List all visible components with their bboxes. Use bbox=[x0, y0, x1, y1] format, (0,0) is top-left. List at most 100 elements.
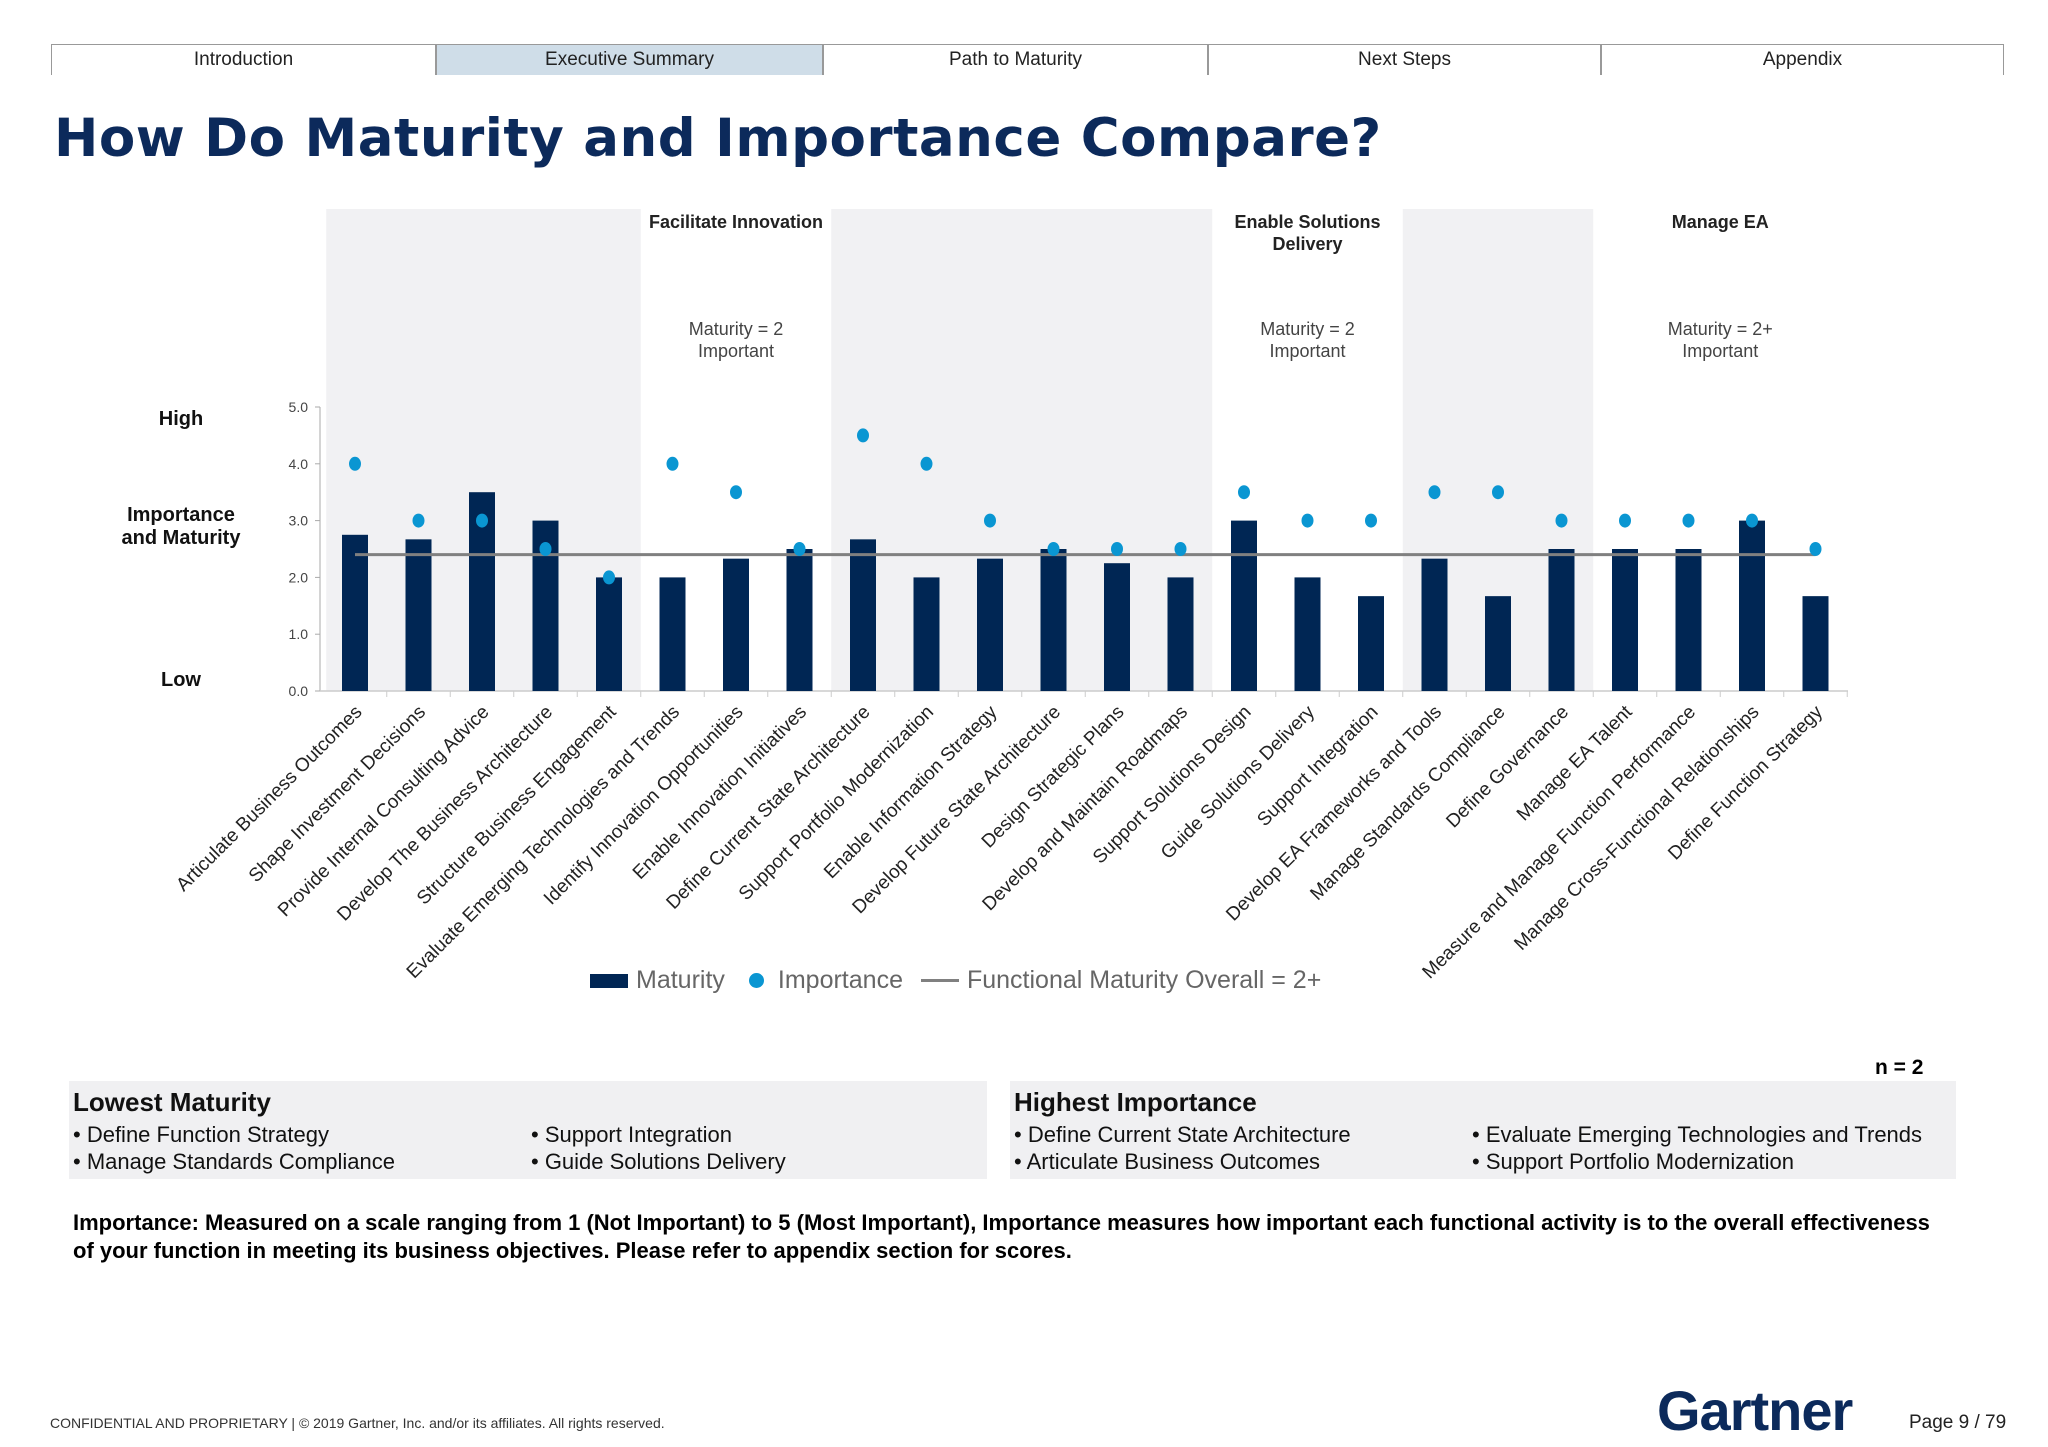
maturity-bar bbox=[342, 534, 368, 691]
importance-dot bbox=[920, 456, 933, 471]
lowest-maturity-box: Lowest Maturity • Define Function Strate… bbox=[69, 1081, 987, 1179]
tab-introduction[interactable]: Introduction bbox=[51, 45, 436, 75]
importance-dot bbox=[476, 513, 488, 528]
list-item: • Evaluate Emerging Technologies and Tre… bbox=[1472, 1122, 1923, 1147]
list-item: • Guide Solutions Delivery bbox=[531, 1149, 786, 1174]
maturity-bar bbox=[596, 577, 622, 691]
page-number: Page 9 / 79 bbox=[1909, 1412, 2007, 1433]
importance-dot bbox=[539, 542, 552, 556]
y-tick-label: 3.0 bbox=[289, 513, 309, 529]
importance-dot bbox=[1809, 542, 1822, 556]
importance-dot bbox=[1682, 513, 1695, 528]
maturity-bar bbox=[850, 539, 876, 691]
lowest-maturity-title: Lowest Maturity bbox=[73, 1087, 271, 1117]
legend-line-swatch bbox=[920, 979, 959, 982]
importance-dot bbox=[857, 428, 869, 443]
low-label: Low bbox=[161, 669, 201, 691]
maturity-bar bbox=[1802, 596, 1829, 691]
maturity-bar bbox=[1358, 596, 1384, 691]
list-item: • Define Current State Architecture bbox=[1014, 1122, 1351, 1147]
list-item: • Support Integration bbox=[531, 1122, 732, 1147]
chart-legend: Maturity Importance Functional Maturity … bbox=[590, 966, 1321, 995]
x-tick-label: Manage EA Talent bbox=[1513, 701, 1637, 825]
maturity-bar bbox=[1231, 520, 1257, 691]
tab-executive-summary[interactable]: Executive Summary bbox=[436, 45, 823, 75]
legend-overall-line: Functional Maturity Overall = 2+ bbox=[966, 966, 1322, 994]
maturity-bar bbox=[786, 549, 813, 691]
list-item: • Manage Standards Compliance bbox=[73, 1149, 395, 1174]
group-header: Enable Solutions Delivery Maturity = 2 Im… bbox=[1212, 211, 1403, 361]
importance-dot bbox=[1492, 485, 1504, 500]
maturity-bar bbox=[1675, 549, 1702, 691]
importance-dot bbox=[1428, 485, 1441, 500]
group-maturity-summary: Maturity = 2 Important bbox=[1260, 319, 1355, 361]
tab-path-to-maturity[interactable]: Path to Maturity bbox=[823, 45, 1208, 75]
importance-dot bbox=[1619, 513, 1631, 528]
importance-dot bbox=[603, 570, 615, 585]
importance-dot bbox=[1238, 485, 1250, 500]
importance-dot bbox=[1746, 513, 1758, 528]
high-label: High bbox=[158, 408, 204, 430]
maturity-bar bbox=[659, 577, 686, 691]
maturity-bar bbox=[1739, 520, 1765, 691]
tab-appendix[interactable]: Appendix bbox=[1601, 45, 2004, 75]
copyright-footer: CONFIDENTIAL AND PROPRIETARY | © 2019 Ga… bbox=[50, 1415, 665, 1431]
importance-dot bbox=[793, 542, 806, 556]
maturity-bar bbox=[1421, 558, 1448, 691]
importance-dot bbox=[1111, 542, 1123, 556]
y-tick-label: 0.0 bbox=[289, 683, 309, 699]
importance-dot bbox=[1047, 542, 1060, 556]
importance-dot bbox=[666, 456, 679, 471]
gartner-logo: Gartner bbox=[1657, 1379, 1853, 1442]
maturity-bar bbox=[1167, 577, 1194, 691]
page-title: How Do Maturity and Importance Compare? bbox=[54, 108, 1382, 169]
legend-maturity: Maturity bbox=[636, 966, 725, 994]
maturity-bar bbox=[405, 539, 432, 691]
importance-dot bbox=[1301, 513, 1314, 528]
maturity-bar bbox=[977, 558, 1003, 691]
maturity-bar bbox=[723, 558, 749, 691]
list-item: • Support Portfolio Modernization bbox=[1472, 1149, 1794, 1174]
importance-dot bbox=[349, 456, 361, 471]
maturity-bar bbox=[1104, 563, 1130, 691]
importance-dot bbox=[984, 513, 996, 528]
y-tick-label: 4.0 bbox=[289, 456, 309, 472]
group-header: Facilitate Innovation Maturity = 2 Import… bbox=[641, 211, 832, 361]
highest-importance-box: Highest Importance • Define Current Stat… bbox=[1010, 1081, 1956, 1179]
maturity-bar bbox=[1485, 596, 1511, 691]
maturity-bar bbox=[1294, 577, 1321, 691]
group-maturity-summary: Maturity = 2 Important bbox=[688, 319, 784, 361]
y-tick-label: 2.0 bbox=[289, 569, 309, 585]
group-title: Enable Solutions Delivery bbox=[1234, 212, 1381, 254]
importance-dot bbox=[730, 485, 742, 500]
sample-size: n = 2 bbox=[1875, 1056, 1924, 1079]
legend-maturity-swatch bbox=[590, 973, 628, 988]
highest-importance-title: Highest Importance bbox=[1014, 1087, 1257, 1117]
tab-next-steps[interactable]: Next Steps bbox=[1208, 45, 1601, 75]
group-maturity-summary: Maturity = 2+ Important bbox=[1667, 319, 1773, 361]
list-item: • Articulate Business Outcomes bbox=[1014, 1149, 1321, 1174]
group-title: Facilitate Innovation bbox=[648, 212, 824, 232]
importance-dot bbox=[1555, 513, 1568, 528]
list-item: • Define Function Strategy bbox=[73, 1122, 329, 1147]
maturity-bar bbox=[1040, 549, 1067, 691]
y-tick-label: 1.0 bbox=[289, 626, 309, 642]
maturity-bar bbox=[1548, 549, 1575, 691]
importance-maturity-label: Importance and Maturity bbox=[121, 504, 241, 549]
group-shading bbox=[831, 209, 1213, 691]
importance-dot bbox=[412, 513, 425, 528]
maturity-bar bbox=[1612, 549, 1638, 691]
group-header: Manage EA Maturity = 2+ Important bbox=[1593, 211, 1847, 361]
maturity-bar bbox=[913, 577, 940, 691]
importance-dot bbox=[1365, 513, 1377, 528]
importance-footnote: Importance: Measured on a scale ranging … bbox=[73, 1210, 1930, 1263]
section-nav: Introduction Executive Summary Path to M… bbox=[51, 44, 2004, 75]
y-tick-label: 5.0 bbox=[289, 399, 309, 415]
legend-importance-dot bbox=[748, 973, 764, 988]
importance-dot bbox=[1174, 542, 1187, 556]
legend-importance: Importance bbox=[777, 966, 903, 994]
x-tick-label: Support Integration bbox=[1253, 702, 1382, 831]
x-tick-label: Define Governance bbox=[1442, 702, 1573, 833]
group-title: Manage EA bbox=[1671, 212, 1769, 232]
